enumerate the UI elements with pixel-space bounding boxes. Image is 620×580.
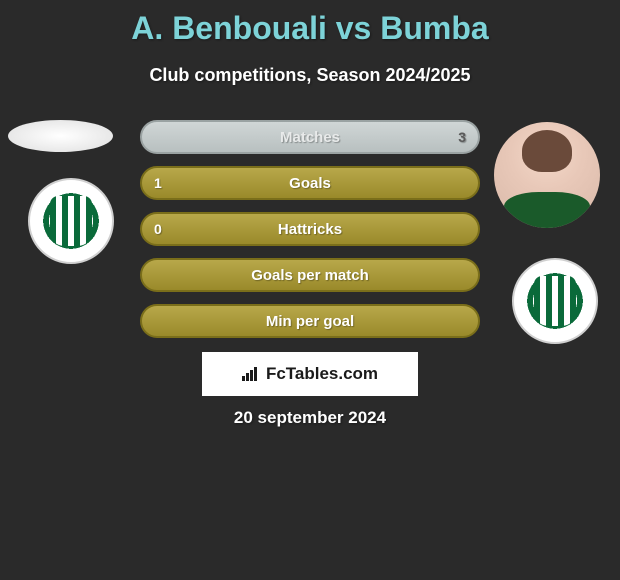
stat-row-matches: Matches 3 (140, 120, 480, 154)
stat-label: Matches (280, 129, 340, 146)
stat-label: Goals (289, 175, 331, 192)
date-label: 20 september 2024 (0, 408, 620, 428)
page-title: A. Benbouali vs Bumba (0, 0, 620, 47)
stat-row-hattricks: 0 Hattricks (140, 212, 480, 246)
brand-text: FcTables.com (266, 364, 378, 384)
stat-label: Min per goal (266, 313, 354, 330)
club-badge-right (512, 258, 598, 344)
stat-row-goals-per-match: Goals per match (140, 258, 480, 292)
page-subtitle: Club competitions, Season 2024/2025 (0, 65, 620, 86)
player-right-avatar (494, 122, 600, 228)
club-badge-left (28, 178, 114, 264)
bar-chart-icon (242, 367, 260, 381)
player-left-placeholder (8, 120, 113, 152)
stat-row-goals: 1 Goals (140, 166, 480, 200)
stat-label: Goals per match (251, 267, 369, 284)
stat-label: Hattricks (278, 221, 342, 238)
stat-left-value: 1 (154, 175, 162, 191)
stat-left-value: 0 (154, 221, 162, 237)
brand-banner: FcTables.com (202, 352, 418, 396)
stats-list: Matches 3 1 Goals 0 Hattricks Goals per … (140, 120, 480, 350)
stat-row-min-per-goal: Min per goal (140, 304, 480, 338)
stat-right-value: 3 (458, 129, 466, 145)
